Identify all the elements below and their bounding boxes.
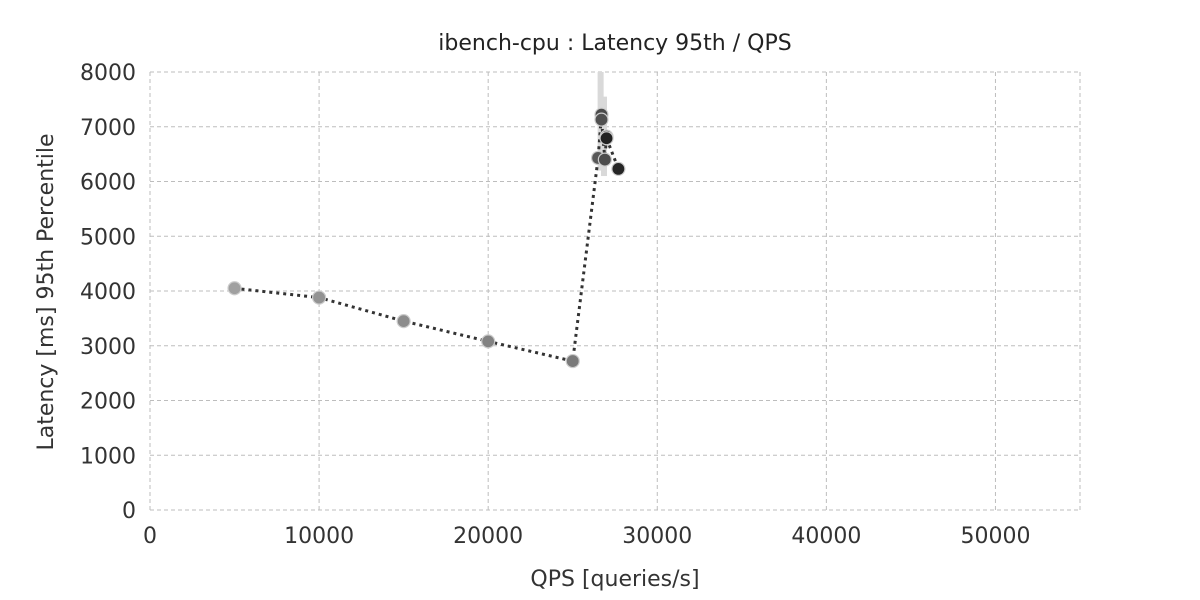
y-tick-label: 5000 xyxy=(80,225,136,250)
y-axis-title: Latency [ms] 95th Percentile xyxy=(34,133,59,450)
data-point xyxy=(311,290,327,305)
y-tick-label: 4000 xyxy=(80,280,136,305)
x-tick-label: 0 xyxy=(143,524,157,549)
data-point xyxy=(611,161,626,177)
x-axis-title: QPS [queries/s] xyxy=(530,567,699,592)
y-tick-label: 6000 xyxy=(80,171,136,196)
y-axis-ticks: 0 1000 2000 3000 4000 5000 6000 7000 8000 xyxy=(80,61,136,524)
x-tick-label: 10000 xyxy=(284,524,354,549)
y-tick-label: 8000 xyxy=(80,61,136,86)
data-points xyxy=(227,107,626,369)
data-point xyxy=(396,314,411,329)
x-tick-label: 40000 xyxy=(791,524,861,549)
y-tick-label: 0 xyxy=(122,499,136,524)
x-tick-label: 20000 xyxy=(453,524,523,549)
data-point xyxy=(227,281,242,296)
data-point xyxy=(599,131,614,146)
chart-title: ibench-cpu : Latency 95th / QPS xyxy=(438,31,791,56)
y-tick-label: 1000 xyxy=(80,444,136,469)
data-point xyxy=(594,112,609,127)
grid xyxy=(149,71,1081,511)
x-axis-ticks: 0 10000 20000 30000 40000 50000 xyxy=(143,524,1030,549)
y-tick-label: 2000 xyxy=(80,390,136,415)
y-tick-label: 7000 xyxy=(80,116,136,141)
series-line xyxy=(234,114,620,363)
data-point xyxy=(481,334,496,349)
x-tick-label: 50000 xyxy=(960,524,1030,549)
data-point xyxy=(597,152,612,167)
y-tick-label: 3000 xyxy=(80,335,136,360)
x-tick-label: 30000 xyxy=(622,524,692,549)
data-point xyxy=(565,353,580,369)
